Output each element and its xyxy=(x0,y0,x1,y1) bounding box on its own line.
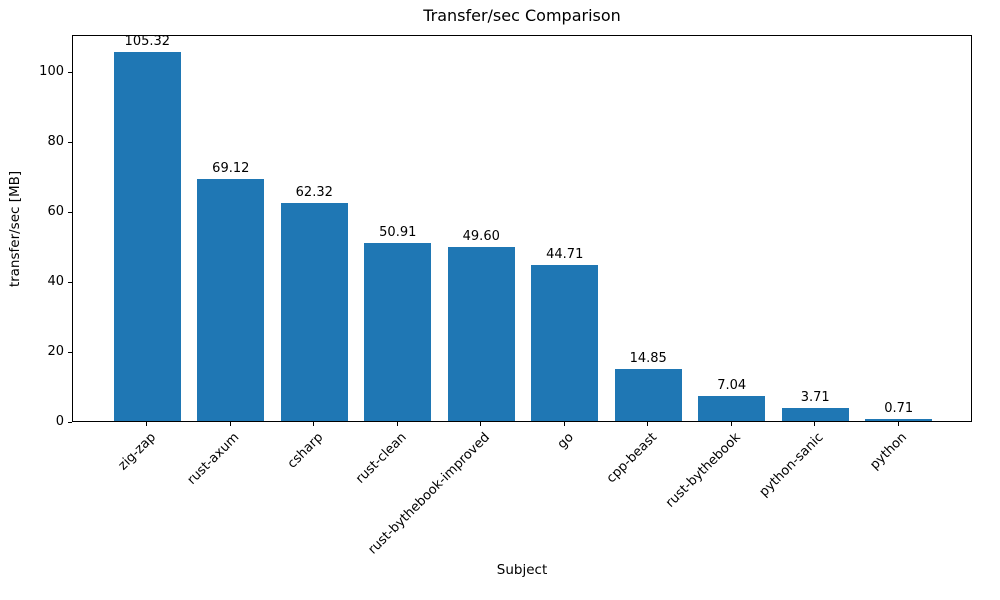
y-tick-mark xyxy=(68,282,72,284)
y-tick-label: 60 xyxy=(47,204,64,220)
bars-layer: 105.32 69.12 62.32 50.91 49.60 44.71 14.85 7.04… xyxy=(73,34,971,421)
x-tick-mark xyxy=(229,422,231,426)
y-tick-label: 40 xyxy=(47,274,64,290)
x-tick-mark xyxy=(730,422,732,426)
x-tick-label: python xyxy=(867,430,911,473)
y-tick-mark xyxy=(68,352,72,354)
y-tick-mark xyxy=(68,212,72,214)
y-tick-mark xyxy=(68,72,72,74)
bar xyxy=(698,396,766,421)
bar-value-label: 14.85 xyxy=(629,351,667,367)
y-axis-label-text: transfer/sec [MB] xyxy=(7,170,24,287)
x-tick-label: csharp xyxy=(284,430,326,472)
y-tick-mark xyxy=(68,422,72,423)
x-tick-label: rust-bythebook xyxy=(662,430,744,511)
x-tick-mark xyxy=(146,422,148,426)
x-tick-mark xyxy=(313,422,315,426)
bar-value-label: 49.60 xyxy=(462,229,500,245)
bar-value-label: 62.32 xyxy=(295,184,333,200)
bar-value-label: 69.12 xyxy=(212,161,250,177)
y-tick-label: 80 xyxy=(47,134,64,150)
x-tick-label: zig-zap xyxy=(115,430,159,474)
x-axis-label: Subject xyxy=(496,562,548,578)
bar xyxy=(865,418,933,421)
x-tick-mark xyxy=(563,422,565,426)
x-tick-mark xyxy=(897,422,899,426)
bar-value-label: 50.91 xyxy=(379,224,417,240)
chart-title: Transfer/sec Comparison xyxy=(423,6,621,25)
plot-area: 105.32 69.12 62.32 50.91 49.60 44.71 14.85 7.04… xyxy=(72,34,972,422)
y-tick-mark xyxy=(68,142,72,144)
bar-value-label: 105.32 xyxy=(124,34,171,50)
y-tick-label: 100 xyxy=(39,64,64,80)
bar xyxy=(280,202,348,421)
bar-value-label: 7.04 xyxy=(717,378,747,394)
y-tick-label: 0 xyxy=(55,414,64,429)
bar xyxy=(781,408,849,421)
bar-value-label: 0.71 xyxy=(884,400,914,416)
bar xyxy=(447,247,515,421)
bar xyxy=(113,52,181,421)
bar xyxy=(531,264,599,421)
x-tick-label: cpp-beast xyxy=(603,430,660,487)
x-tick-label: python-sanic xyxy=(756,430,827,500)
x-tick-mark xyxy=(396,422,398,426)
bar xyxy=(197,179,265,421)
x-tick-label: rust-clean xyxy=(352,430,410,487)
x-tick-mark xyxy=(480,422,482,426)
x-tick-label: go xyxy=(554,430,577,453)
y-tick-label: 20 xyxy=(47,344,64,360)
x-tick-mark xyxy=(647,422,649,426)
bar xyxy=(614,369,682,421)
bar-value-label: 3.71 xyxy=(800,390,830,406)
x-tick-mark xyxy=(814,422,816,426)
bar xyxy=(364,242,432,421)
x-tick-label: rust-axum xyxy=(184,430,243,488)
y-axis-label: transfer/sec [MB] xyxy=(2,35,28,422)
bar-value-label: 44.71 xyxy=(546,246,584,262)
